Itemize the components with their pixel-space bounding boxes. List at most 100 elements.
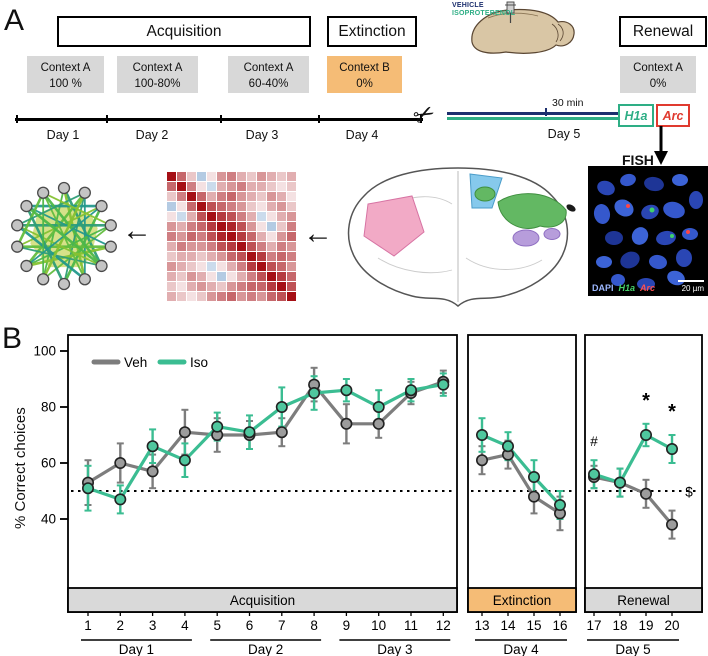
heatmap-cell [217, 232, 226, 241]
marker-Veh [178, 426, 191, 439]
cerebellum-line [557, 23, 564, 42]
pink-region [363, 195, 425, 257]
series-line-Iso [593, 433, 673, 485]
marker-Iso [613, 476, 626, 489]
heatmap-cell [237, 242, 246, 251]
heatmap-cell [177, 282, 186, 291]
heatmap-cell [187, 182, 196, 191]
heatmap-cell [197, 242, 206, 251]
context-name: Context B [339, 62, 390, 74]
x-tick-label: 10 [371, 618, 386, 633]
day-group-label: Day 1 [119, 642, 154, 656]
heatmap-cell [287, 232, 296, 241]
heatmap-cell [227, 172, 236, 181]
phase-box-extinction: Extinction [327, 16, 417, 47]
timeline-tick [16, 115, 18, 123]
day-group-label: Day 5 [615, 642, 650, 656]
x-tick-label: 20 [664, 618, 679, 633]
left-arrow-icon: ← [122, 214, 152, 247]
marker-Iso [553, 498, 566, 511]
marker-Veh [665, 518, 678, 531]
heatmap-cell [257, 212, 266, 221]
marker-Veh [275, 426, 288, 439]
heatmap-cell [267, 222, 276, 231]
purple-region [512, 229, 540, 247]
heatmap-cell [247, 172, 256, 181]
heatmap-cell [287, 282, 296, 291]
day4-label: Day 4 [345, 128, 379, 142]
fish-arrow-icon [654, 126, 668, 165]
heatmap-cell [207, 232, 216, 241]
heatmap-cell [277, 292, 286, 301]
heatmap-cell [177, 182, 186, 191]
marker-Iso [82, 482, 95, 495]
marker-Iso [114, 493, 127, 506]
heatmap-cell [187, 232, 196, 241]
network-edge [26, 245, 112, 268]
context-box-5: Context A 0% [620, 56, 696, 93]
h1a-label: H1a [624, 108, 648, 123]
heatmap-cell [207, 252, 216, 261]
h1a-foci [649, 207, 674, 238]
heatmap-cell [227, 222, 236, 231]
heatmap-cell [287, 172, 296, 181]
coronal-brain-section [347, 167, 576, 307]
heatmap-cell [207, 262, 216, 271]
marker-Veh [639, 487, 652, 500]
day1-label: Day 1 [46, 128, 80, 142]
heatmap-cell [237, 192, 246, 201]
network-edge [25, 205, 66, 285]
panel-frame [67, 334, 458, 613]
heatmap-cell [207, 222, 216, 231]
nuclei-image [593, 173, 703, 290]
timeline-tick [420, 115, 422, 123]
x-tick-label: 14 [500, 618, 516, 633]
heatmap-cell [207, 212, 216, 221]
scale-bar [678, 280, 704, 282]
marker-Veh [527, 490, 540, 503]
network-edge [62, 187, 103, 267]
heatmap-cell [287, 182, 296, 191]
y-tick-label: 100 [33, 344, 56, 359]
marker-Iso [275, 400, 288, 413]
heatmap-cell [227, 292, 236, 301]
heatmap-cell [247, 282, 256, 291]
left-arrow-icon: ← [303, 217, 333, 250]
day-group-label: Day 2 [248, 642, 283, 656]
heatmap-cell [257, 272, 266, 281]
heatmap-cell [257, 182, 266, 191]
heatmap-cell [267, 232, 276, 241]
heatmap-cell [227, 242, 236, 251]
heatmap-cell [217, 242, 226, 251]
timeline-tick [220, 115, 222, 123]
heatmap-cell [267, 182, 276, 191]
x-tick-label: 5 [213, 618, 221, 633]
heatmap-cell [277, 262, 286, 271]
network-node [104, 240, 117, 253]
isoproterenol-label: ISOPROTERENOL [452, 10, 516, 17]
timeline-vehicle [447, 112, 619, 115]
cerebellum-line [551, 23, 559, 43]
x-tick-label: 13 [474, 618, 489, 633]
heatmap-cell [217, 252, 226, 261]
vehicle-label: VEHICLE [452, 2, 484, 9]
context-pct: 0% [649, 78, 667, 91]
heatmap-cell [187, 222, 196, 231]
black-region [566, 204, 576, 212]
heatmap-cell [247, 242, 256, 251]
marker-Iso [665, 442, 678, 455]
phase-band [67, 587, 458, 613]
heatmap-cell [267, 282, 276, 291]
network-node [37, 273, 50, 286]
heatmap-cell [227, 212, 236, 221]
heatmap-cell [257, 232, 266, 241]
y-tick-label: 40 [41, 512, 56, 527]
heatmap-cell [277, 202, 286, 211]
heatmap-cell [267, 242, 276, 251]
heatmap-cell [267, 272, 276, 281]
heatmap-cell [207, 182, 216, 191]
heatmap-cell [197, 282, 206, 291]
heatmap-cell [247, 272, 256, 281]
heatmap-cell [187, 192, 196, 201]
